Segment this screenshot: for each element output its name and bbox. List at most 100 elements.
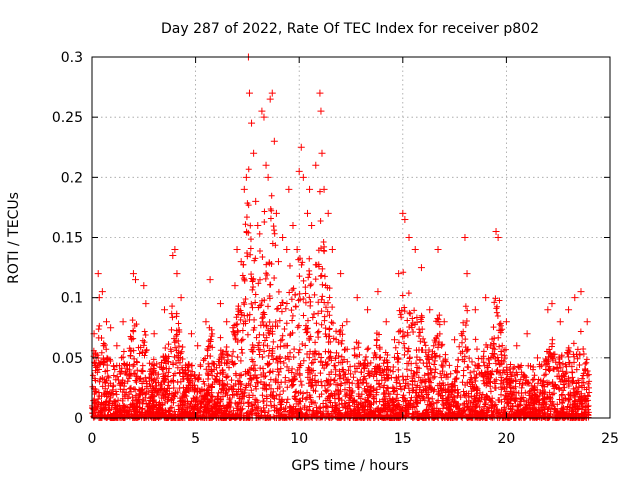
data-point	[237, 357, 244, 364]
data-point	[257, 322, 264, 329]
data-point	[236, 395, 243, 402]
data-point	[312, 161, 320, 169]
data-point	[335, 353, 342, 360]
data-point	[295, 407, 302, 414]
data-point	[217, 403, 224, 410]
data-point	[327, 349, 334, 356]
data-point	[454, 363, 461, 370]
data-point	[189, 411, 196, 418]
data-point	[110, 372, 117, 379]
data-point	[487, 383, 494, 390]
data-point	[201, 380, 208, 387]
data-point	[224, 351, 231, 358]
data-point	[262, 372, 269, 379]
data-point	[332, 366, 339, 373]
data-point	[549, 353, 556, 360]
data-point	[522, 389, 529, 396]
data-point	[488, 399, 495, 406]
data-point	[292, 291, 299, 298]
data-point	[253, 334, 260, 341]
data-point	[191, 382, 198, 389]
data-point	[318, 296, 325, 303]
data-point	[119, 388, 126, 395]
data-point	[569, 378, 576, 385]
data-point	[231, 282, 239, 290]
data-point	[149, 397, 156, 404]
data-point	[268, 192, 275, 199]
data-point	[413, 314, 420, 321]
data-point	[223, 359, 230, 366]
data-point	[326, 326, 333, 333]
data-point	[256, 247, 263, 254]
data-point	[176, 329, 183, 336]
data-point	[439, 341, 446, 348]
data-point	[331, 377, 338, 384]
data-point	[319, 414, 326, 421]
data-point	[171, 246, 179, 254]
data-point	[543, 348, 550, 355]
data-point	[389, 396, 396, 403]
data-point	[132, 276, 140, 284]
data-point	[418, 379, 425, 386]
data-point	[323, 388, 330, 395]
data-point	[90, 406, 97, 413]
data-point	[137, 387, 144, 394]
data-point	[121, 383, 128, 390]
data-point	[232, 336, 239, 343]
data-point	[328, 390, 335, 397]
data-point	[406, 355, 413, 362]
data-point	[311, 310, 318, 317]
data-point	[164, 385, 171, 392]
data-point	[175, 349, 182, 356]
data-point	[160, 353, 167, 360]
data-point	[115, 397, 122, 404]
data-point	[451, 394, 458, 401]
data-point	[136, 399, 143, 406]
data-point	[252, 299, 259, 306]
data-point	[459, 339, 466, 346]
data-point	[583, 356, 590, 363]
data-point	[298, 261, 305, 268]
data-point	[508, 395, 515, 402]
data-point	[200, 357, 207, 364]
data-point	[493, 305, 500, 312]
data-point	[254, 379, 261, 386]
data-point	[409, 387, 416, 394]
data-point	[161, 414, 168, 421]
data-point	[513, 369, 520, 376]
data-point	[368, 383, 375, 390]
data-point	[456, 343, 463, 350]
data-point	[431, 373, 438, 380]
data-point	[343, 318, 351, 326]
data-point	[250, 284, 257, 291]
data-point	[292, 396, 299, 403]
data-point	[225, 356, 232, 363]
data-point	[211, 401, 218, 408]
data-point	[289, 317, 296, 324]
data-point	[129, 270, 137, 278]
data-point	[476, 370, 483, 377]
data-point	[415, 374, 422, 381]
data-point	[418, 312, 425, 319]
data-point	[562, 395, 569, 402]
data-point	[394, 350, 401, 357]
data-point	[460, 367, 467, 374]
data-point	[289, 221, 297, 229]
data-point	[466, 355, 473, 362]
data-point	[365, 398, 372, 405]
data-point	[585, 380, 592, 387]
data-point	[377, 412, 384, 419]
data-point	[371, 350, 378, 357]
data-point	[305, 369, 312, 376]
data-point	[288, 408, 295, 415]
data-point	[362, 353, 369, 360]
data-point	[563, 369, 570, 376]
data-point	[207, 342, 214, 349]
data-point	[232, 332, 239, 339]
data-point	[250, 344, 257, 351]
data-point	[432, 339, 439, 346]
data-point	[481, 362, 488, 369]
data-point	[391, 336, 399, 344]
data-point	[573, 366, 580, 373]
data-point	[107, 324, 115, 332]
